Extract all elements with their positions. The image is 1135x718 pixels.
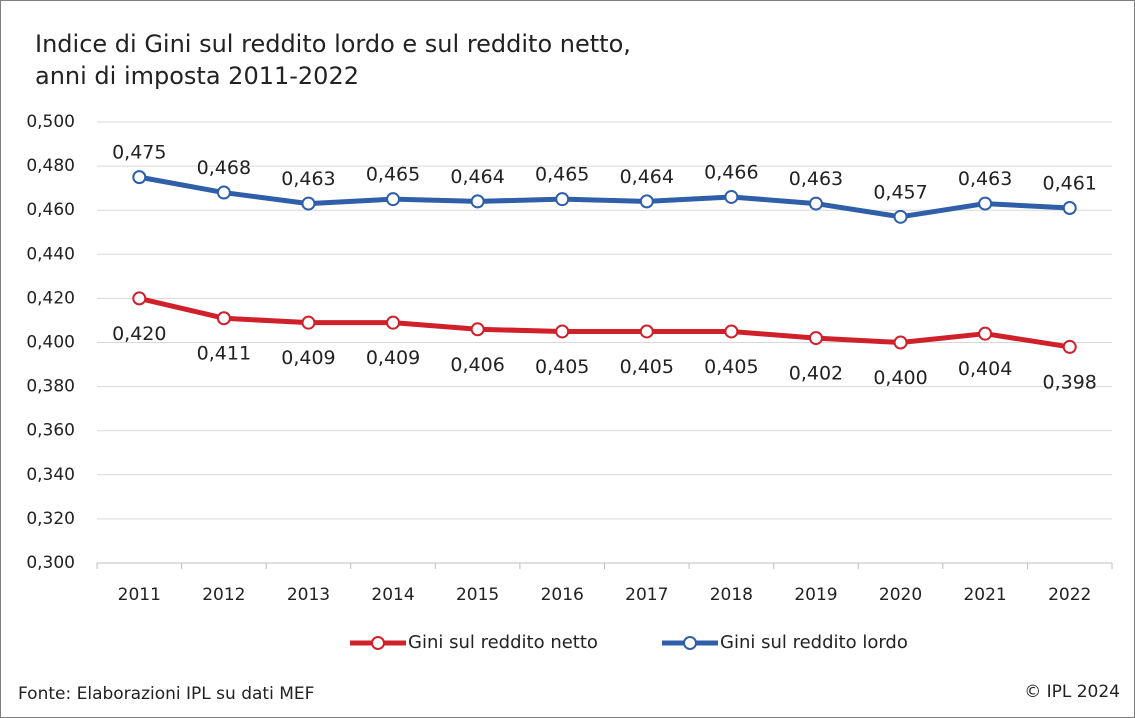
data-label: 0,463 [958, 168, 1012, 190]
data-label: 0,457 [873, 181, 927, 203]
data-label: 0,409 [281, 347, 335, 369]
data-label: 0,475 [112, 142, 166, 164]
y-tick-label: 0,340 [26, 465, 75, 485]
marker [555, 324, 570, 339]
chart-title: anni di imposta 2011-2022 [35, 62, 359, 90]
marker [978, 326, 993, 341]
legend-marker [683, 636, 697, 650]
series-line [138, 295, 1071, 350]
marker [724, 189, 739, 204]
marker [470, 194, 485, 209]
data-label: 0,404 [958, 358, 1012, 380]
x-tick-label: 2021 [963, 585, 1006, 605]
data-label: 0,464 [620, 166, 674, 188]
data-label: 0,463 [281, 168, 335, 190]
chart-title: Indice di Gini sul reddito lordo e sul r… [35, 30, 631, 58]
data-label: 0,461 [1043, 172, 1097, 194]
y-tick-label: 0,500 [26, 112, 75, 132]
legend-label: Gini sul reddito netto [408, 632, 598, 653]
x-tick-label: 2022 [1048, 585, 1091, 605]
marker [301, 315, 316, 330]
marker [1062, 200, 1077, 215]
data-label: 0,402 [789, 363, 843, 385]
data-label: 0,405 [535, 356, 589, 378]
data-label: 0,468 [197, 157, 251, 179]
series-line [138, 174, 1070, 220]
y-tick-label: 0,320 [26, 509, 75, 529]
x-tick-label: 2018 [710, 585, 753, 605]
x-tick-label: 2016 [541, 585, 584, 605]
x-tick-label: 2013 [287, 585, 330, 605]
marker [808, 331, 823, 346]
marker [216, 185, 231, 200]
marker [978, 196, 993, 211]
y-tick-label: 0,360 [26, 421, 75, 441]
marker [1062, 339, 1077, 354]
x-tick-label: 2020 [879, 585, 922, 605]
marker [470, 322, 485, 337]
y-tick-label: 0,440 [26, 244, 75, 264]
marker [132, 291, 147, 306]
x-tick-label: 2015 [456, 585, 499, 605]
x-tick-label: 2019 [794, 585, 837, 605]
y-tick-label: 0,400 [26, 333, 75, 353]
data-label: 0,405 [704, 356, 758, 378]
y-tick-label: 0,460 [26, 200, 75, 220]
y-tick-label: 0,380 [26, 377, 75, 397]
marker [639, 194, 654, 209]
y-tick-label: 0,420 [26, 288, 75, 308]
data-label: 0,406 [450, 354, 504, 376]
data-label: 0,466 [704, 161, 758, 183]
y-tick-label: 0,480 [26, 156, 75, 176]
marker [132, 170, 147, 185]
x-tick-label: 2017 [625, 585, 668, 605]
data-label: 0,400 [873, 367, 927, 389]
data-label: 0,411 [197, 343, 251, 365]
marker [724, 324, 739, 339]
marker [893, 209, 908, 224]
data-label: 0,405 [620, 356, 674, 378]
marker [639, 324, 654, 339]
marker [893, 335, 908, 350]
source: Fonte: Elaborazioni IPL su dati MEF [18, 684, 314, 704]
legend-marker [371, 636, 385, 650]
marker [216, 311, 231, 326]
data-label: 0,398 [1043, 371, 1097, 393]
data-label: 0,463 [789, 168, 843, 190]
marker [386, 315, 401, 330]
data-label: 0,464 [450, 166, 504, 188]
data-label: 0,465 [366, 164, 420, 186]
copyright: © IPL 2024 [1024, 682, 1120, 702]
legend-label: Gini sul reddito lordo [720, 632, 908, 653]
data-label: 0,465 [535, 164, 589, 186]
x-tick-label: 2012 [202, 585, 245, 605]
x-tick-label: 2014 [371, 585, 414, 605]
data-label: 0,420 [112, 323, 166, 345]
marker [555, 192, 570, 207]
x-tick-label: 2011 [118, 585, 161, 605]
marker [808, 196, 823, 211]
marker [386, 192, 401, 207]
y-tick-label: 0,300 [26, 553, 75, 573]
data-label: 0,409 [366, 347, 420, 369]
marker [301, 196, 316, 211]
